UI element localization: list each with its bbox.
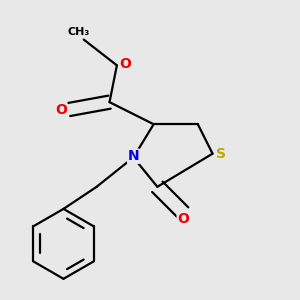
Text: S: S bbox=[216, 147, 226, 161]
Text: O: O bbox=[177, 212, 189, 226]
Text: O: O bbox=[55, 103, 67, 116]
Text: O: O bbox=[119, 56, 131, 70]
Text: CH₃: CH₃ bbox=[67, 27, 89, 37]
Text: N: N bbox=[128, 149, 139, 163]
